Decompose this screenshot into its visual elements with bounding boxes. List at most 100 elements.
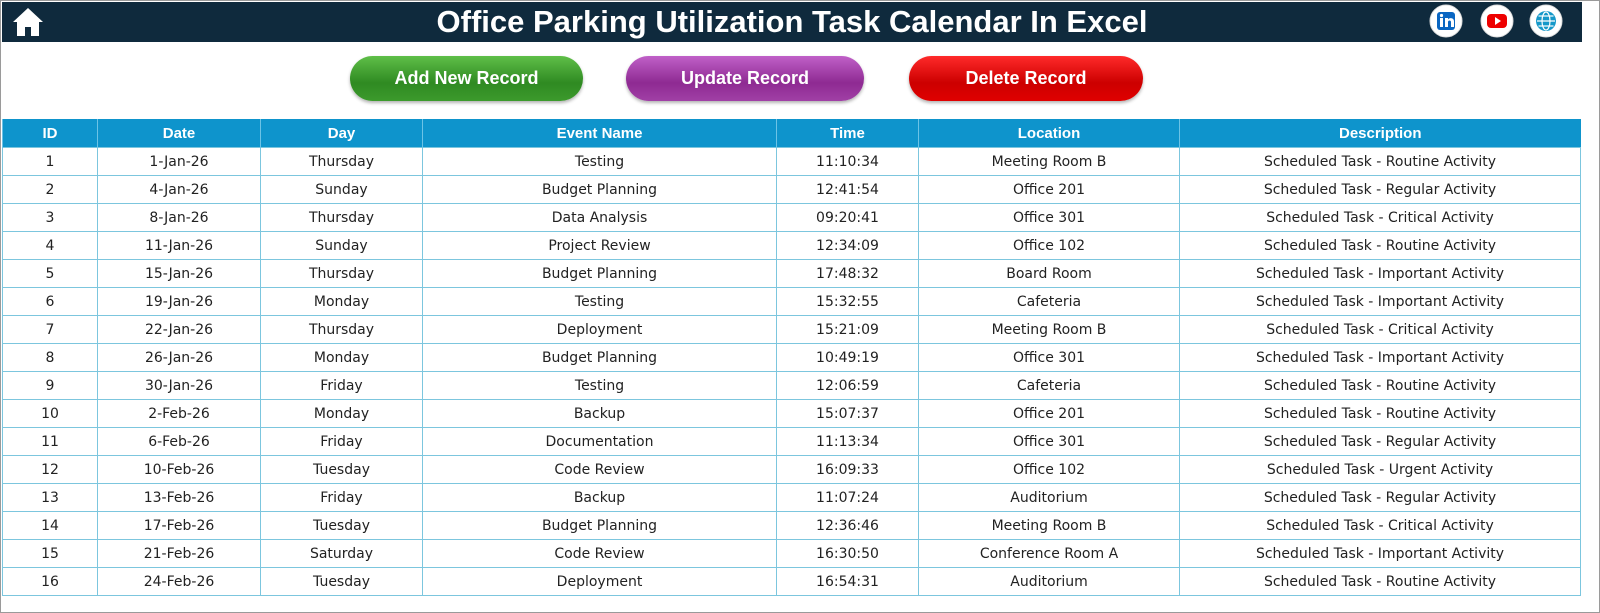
table-cell: Office 102	[918, 231, 1180, 260]
linkedin-icon[interactable]	[1428, 3, 1464, 39]
table-cell: Scheduled Task - Important Activity	[1179, 259, 1581, 288]
data-table: ID Date Day Event Name Time Location Descripti…	[2, 119, 1581, 596]
table-cell: Board Room	[918, 259, 1180, 288]
column-header: Event Name	[422, 119, 777, 148]
table-cell: Scheduled Task - Important Activity	[1179, 343, 1581, 372]
table-cell: Monday	[260, 287, 423, 316]
table-cell: Office 201	[918, 175, 1180, 204]
column-header: Time	[776, 119, 919, 148]
table-cell: Scheduled Task - Important Activity	[1179, 539, 1581, 568]
table-cell: Budget Planning	[422, 259, 777, 288]
table-cell: 12	[2, 455, 98, 484]
table-cell: Thursday	[260, 259, 423, 288]
delete-button[interactable]: Delete Record	[909, 56, 1143, 101]
table-cell: Testing	[422, 287, 777, 316]
table-cell: 6	[2, 287, 98, 316]
table-cell: 26-Jan-26	[97, 343, 261, 372]
table-cell: Friday	[260, 483, 423, 512]
table-cell: Office 301	[918, 427, 1180, 456]
table-row: 8 26-Jan-26 Monday Budget Planning 10:49:19 O…	[2, 343, 1581, 372]
table-row: 4 11-Jan-26 Sunday Project Review 12:34:09 Of…	[2, 231, 1581, 260]
table-cell: Code Review	[422, 455, 777, 484]
column-header: Day	[260, 119, 423, 148]
column-header: ID	[2, 119, 98, 148]
table-cell: 4-Jan-26	[97, 175, 261, 204]
table-cell: 1	[2, 147, 98, 176]
table-cell: Documentation	[422, 427, 777, 456]
table-cell: Meeting Room B	[918, 147, 1180, 176]
table-cell: 8-Jan-26	[97, 203, 261, 232]
table-cell: Cafeteria	[918, 287, 1180, 316]
table-cell: Scheduled Task - Important Activity	[1179, 287, 1581, 316]
table-row: 7 22-Jan-26 Thursday Deployment 15:21:09 Meet…	[2, 315, 1581, 344]
table-cell: 10:49:19	[776, 343, 919, 372]
table-cell: Testing	[422, 147, 777, 176]
table-cell: 15:32:55	[776, 287, 919, 316]
table-cell: 21-Feb-26	[97, 539, 261, 568]
table-cell: Scheduled Task - Regular Activity	[1179, 427, 1581, 456]
table-cell: Scheduled Task - Routine Activity	[1179, 231, 1581, 260]
table-cell: Auditorium	[918, 567, 1180, 596]
table-cell: 09:20:41	[776, 203, 919, 232]
table-row: 1 1-Jan-26 Thursday Testing 11:10:34 Meeting …	[2, 147, 1581, 176]
table-cell: 10-Feb-26	[97, 455, 261, 484]
table-cell: 7	[2, 315, 98, 344]
table-cell: 17-Feb-26	[97, 511, 261, 540]
table-row: 10 2-Feb-26 Monday Backup 15:07:37 Office 201…	[2, 399, 1581, 428]
table-cell: 22-Jan-26	[97, 315, 261, 344]
table-cell: Deployment	[422, 315, 777, 344]
table-cell: Scheduled Task - Routine Activity	[1179, 147, 1581, 176]
table-cell: 2	[2, 175, 98, 204]
table-cell: 24-Feb-26	[97, 567, 261, 596]
table-cell: Backup	[422, 483, 777, 512]
website-icon[interactable]	[1528, 3, 1564, 39]
table-cell: 1-Jan-26	[97, 147, 261, 176]
table-cell: 12:06:59	[776, 371, 919, 400]
table-row: 13 13-Feb-26 Friday Backup 11:07:24 Auditoriu…	[2, 483, 1581, 512]
table-cell: 15:07:37	[776, 399, 919, 428]
table-cell: 9	[2, 371, 98, 400]
table-row: 14 17-Feb-26 Tuesday Budget Planning 12:36:4…	[2, 511, 1581, 540]
table-cell: Meeting Room B	[918, 511, 1180, 540]
table-cell: 16	[2, 567, 98, 596]
table-cell: Scheduled Task - Critical Activity	[1179, 203, 1581, 232]
table-cell: Monday	[260, 343, 423, 372]
table-cell: Scheduled Task - Urgent Activity	[1179, 455, 1581, 484]
title-bar: Office Parking Utilization Task Calendar…	[2, 2, 1582, 42]
table-row: 5 15-Jan-26 Thursday Budget Planning 17:48:3…	[2, 259, 1581, 288]
table-cell: Office 201	[918, 399, 1180, 428]
table-cell: 11:07:24	[776, 483, 919, 512]
update-button[interactable]: Update Record	[626, 56, 864, 101]
home-icon[interactable]	[10, 5, 46, 39]
table-cell: 5	[2, 259, 98, 288]
table-cell: 12:36:46	[776, 511, 919, 540]
table-cell: Sunday	[260, 175, 423, 204]
table-cell: 12:41:54	[776, 175, 919, 204]
youtube-icon[interactable]	[1479, 3, 1515, 39]
table-cell: Scheduled Task - Critical Activity	[1179, 511, 1581, 540]
table-row: 2 4-Jan-26 Sunday Budget Planning 12:41:54 Of…	[2, 175, 1581, 204]
table-row: 6 19-Jan-26 Monday Testing 15:32:55 Cafeteria…	[2, 287, 1581, 316]
table-cell: Office 102	[918, 455, 1180, 484]
table-cell: 6-Feb-26	[97, 427, 261, 456]
table-row: 12 10-Feb-26 Tuesday Code Review 16:09:33 Off…	[2, 455, 1581, 484]
table-cell: 10	[2, 399, 98, 428]
table-row: 15 21-Feb-26 Saturday Code Review 16:30:50 Co…	[2, 539, 1581, 568]
column-header: Description	[1179, 119, 1581, 148]
table-cell: Scheduled Task - Critical Activity	[1179, 315, 1581, 344]
table-cell: 11-Jan-26	[97, 231, 261, 260]
table-cell: 3	[2, 203, 98, 232]
table-row: 11 6-Feb-26 Friday Documentation 11:13:34 Off…	[2, 427, 1581, 456]
table-cell: Scheduled Task - Regular Activity	[1179, 483, 1581, 512]
table-cell: 2-Feb-26	[97, 399, 261, 428]
table-cell: Saturday	[260, 539, 423, 568]
table-cell: Tuesday	[260, 567, 423, 596]
table-cell: 15	[2, 539, 98, 568]
table-cell: 4	[2, 231, 98, 260]
table-cell: Office 301	[918, 203, 1180, 232]
add-button[interactable]: Add New Record	[350, 56, 583, 101]
table-cell: Code Review	[422, 539, 777, 568]
table-cell: 16:09:33	[776, 455, 919, 484]
table-cell: Budget Planning	[422, 175, 777, 204]
